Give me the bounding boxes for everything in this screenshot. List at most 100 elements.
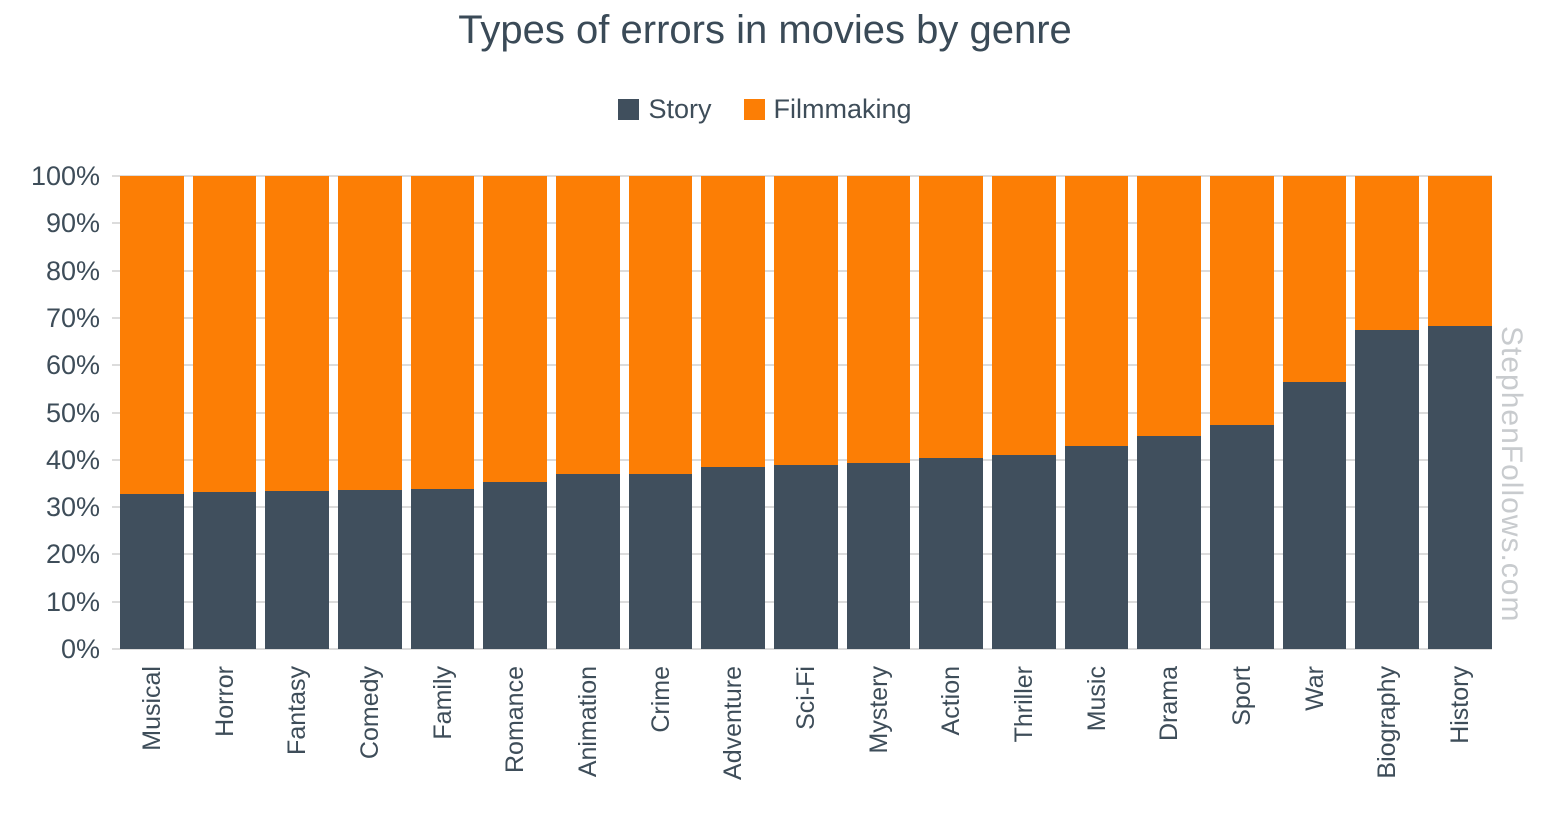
bar-segment-story-war	[1282, 381, 1347, 649]
bar-fantasy	[265, 176, 330, 649]
bar-segment-story-music	[1064, 445, 1129, 649]
x-axis-label-war: War	[1300, 666, 1329, 711]
bar-thriller	[992, 176, 1056, 649]
bar-segment-filmmaking-musical	[120, 176, 184, 494]
x-axis-label-crime: Crime	[646, 666, 675, 733]
bar-segment-story-horror	[192, 492, 257, 649]
gridline-100	[112, 175, 1492, 177]
bar-adventure	[701, 176, 766, 649]
bar-segment-filmmaking-action	[919, 176, 984, 458]
y-axis-label-10: 10%	[45, 586, 100, 617]
bar-segment-filmmaking-romance	[483, 176, 548, 483]
y-axis-label-100: 100%	[30, 161, 100, 191]
bar-sci-fi	[774, 176, 838, 649]
bar-segment-story-musical	[120, 493, 184, 649]
bar-segment-story-comedy	[338, 490, 402, 649]
gridline-0	[112, 648, 1492, 650]
x-axis-label-sport: Sport	[1228, 666, 1257, 726]
bar-segment-filmmaking-mystery	[846, 176, 911, 464]
bar-segment-story-sci-fi	[774, 465, 838, 649]
bar-sport	[1210, 176, 1274, 649]
bar-segment-story-drama	[1137, 435, 1202, 649]
bar-segment-story-sport	[1210, 424, 1274, 649]
bar-musical	[120, 176, 184, 649]
bar-segment-story-mystery	[846, 463, 911, 649]
y-axis-label-20: 20%	[45, 539, 100, 570]
x-axis-label-family: Family	[428, 666, 457, 740]
legend-item-filmmaking: Filmmaking	[743, 93, 912, 125]
y-axis-label-30: 30%	[45, 492, 100, 523]
legend-item-story: Story	[618, 93, 712, 125]
x-axis-label-animation: Animation	[573, 666, 602, 778]
bar-romance	[483, 176, 548, 649]
y-axis: 0% 10% 20% 30% 40% 50% 60% 70% 80% 90% 100%	[0, 161, 100, 664]
chart-title: Types of errors in movies by genre	[458, 8, 1072, 52]
bar-segment-filmmaking-adventure	[701, 176, 766, 467]
bar-crime	[628, 176, 693, 649]
bar-segment-filmmaking-horror	[192, 176, 257, 493]
bar-segment-story-romance	[483, 482, 548, 649]
bar-segment-story-adventure	[701, 466, 766, 649]
x-axis-label-action: Action	[937, 666, 966, 736]
bars	[120, 176, 1492, 649]
y-axis-label-40: 40%	[45, 444, 100, 475]
x-axis-label-adventure: Adventure	[719, 666, 748, 780]
bar-segment-filmmaking-animation	[556, 176, 620, 475]
bar-comedy	[338, 176, 402, 649]
legend-swatch-story-icon	[618, 98, 640, 120]
bar-segment-filmmaking-history	[1428, 176, 1492, 326]
bar-segment-filmmaking-war	[1282, 176, 1347, 382]
y-axis-label-60: 60%	[45, 350, 100, 381]
x-axis-label-biography: Biography	[1373, 666, 1402, 779]
bar-family	[410, 176, 475, 649]
x-axis: Musical Horror Fantasy Comedy Family Romance A…	[120, 666, 1492, 832]
bar-music	[1064, 176, 1129, 649]
bar-segment-story-history	[1428, 325, 1492, 649]
x-axis-label-history: History	[1446, 666, 1475, 744]
bar-drama	[1137, 176, 1202, 649]
bar-segment-story-biography	[1355, 329, 1420, 649]
legend: Story Filmmaking	[0, 92, 1530, 126]
bar-segment-filmmaking-music	[1064, 176, 1129, 446]
bar-mystery	[846, 176, 911, 649]
bar-war	[1282, 176, 1347, 649]
x-axis-label-musical: Musical	[137, 666, 166, 751]
x-axis-label-thriller: Thriller	[1010, 666, 1039, 743]
bar-segment-story-thriller	[992, 455, 1056, 649]
bar-history	[1428, 176, 1492, 649]
y-axis-label-90: 90%	[45, 208, 100, 239]
bar-segment-story-crime	[628, 473, 693, 649]
x-axis-label-comedy: Comedy	[355, 666, 384, 760]
x-axis-label-romance: Romance	[501, 666, 530, 773]
x-axis-label-fantasy: Fantasy	[283, 666, 312, 755]
bar-action	[919, 176, 984, 649]
bar-segment-filmmaking-biography	[1355, 176, 1420, 330]
watermark: StephenFollows.com	[1495, 326, 1528, 623]
bar-segment-filmmaking-crime	[628, 176, 693, 474]
bar-segment-filmmaking-fantasy	[265, 176, 330, 491]
y-axis-label-50: 50%	[45, 397, 100, 428]
y-axis-label-0: 0%	[60, 634, 100, 664]
x-axis-label-horror: Horror	[210, 666, 239, 737]
legend-swatch-filmmaking-icon	[743, 98, 765, 120]
bar-segment-filmmaking-sport	[1210, 176, 1274, 425]
y-axis-label-70: 70%	[45, 302, 100, 333]
x-axis-label-mystery: Mystery	[864, 666, 893, 754]
legend-label-filmmaking: Filmmaking	[773, 93, 912, 124]
x-axis-label-drama: Drama	[1155, 666, 1184, 742]
bar-biography	[1355, 176, 1420, 649]
x-axis-label-music: Music	[1082, 666, 1111, 732]
bar-segment-story-animation	[556, 474, 620, 649]
bar-segment-filmmaking-comedy	[338, 176, 402, 491]
bar-segment-filmmaking-family	[410, 176, 475, 490]
bar-segment-story-family	[410, 489, 475, 649]
bar-segment-story-action	[919, 457, 984, 649]
x-axis-label-sci-fi: Sci-Fi	[792, 666, 820, 730]
plot-area	[112, 175, 1492, 650]
legend-label-story: Story	[648, 93, 712, 124]
bar-segment-story-fantasy	[265, 490, 330, 649]
bar-segment-filmmaking-thriller	[992, 176, 1056, 456]
bar-horror	[192, 176, 257, 649]
bar-segment-filmmaking-drama	[1137, 176, 1202, 436]
